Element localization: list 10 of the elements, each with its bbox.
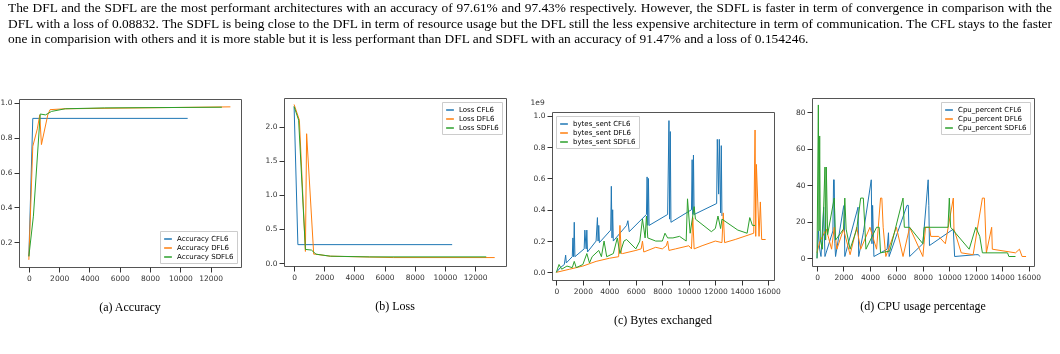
line-series	[555, 198, 756, 273]
line-series	[555, 120, 723, 273]
line-series	[816, 179, 981, 259]
text: (b) Loss	[375, 298, 416, 313]
text: (a) Accuracy	[99, 299, 161, 314]
line-series	[555, 129, 767, 273]
line-series	[816, 197, 1027, 257]
text: The DFL and the SDFL are the most performant architectures with an accuracy of 97.61% and 97.43% respectively. However, the SDFL is faster in term of convergence in comparison with the DFL with a loss of 0.08832. The SDFL is being close to the DFL in term of resource usage but the DFL still the less expensive architecture in term of communication. The CFL stays to the faster one in comparision with others and it is more stable but it is less performant than DFL and SDFL with an accuracy of 91.47% and a loss of 0.154246.	[8, 0, 1052, 47]
text: (c) Bytes exchanged	[614, 312, 712, 327]
text: (d) CPU usage percentage	[860, 298, 986, 313]
